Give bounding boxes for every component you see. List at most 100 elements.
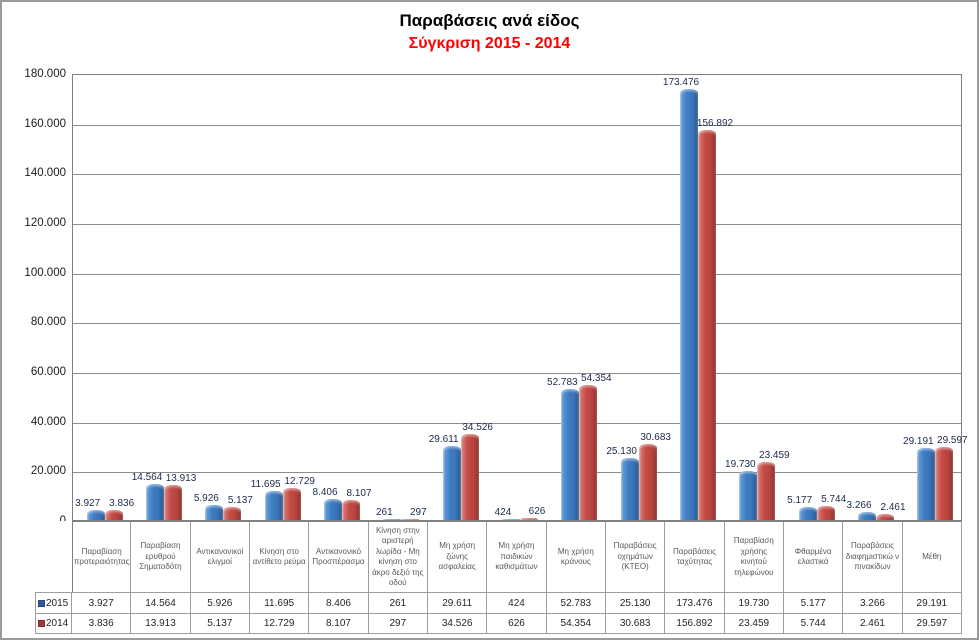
- category-label: Μη χρήση παιδικών καθισμάτων: [487, 521, 547, 592]
- bar-value-label: 8.406: [312, 487, 338, 498]
- category-label: Παραβάσεις οχημάτων (ΚΤΕΟ): [605, 521, 666, 592]
- table-value-cell: 23.459: [724, 613, 784, 634]
- category-label: Παραβίαση χρήσης κινητού τηλεφώνου: [724, 521, 784, 592]
- data-table-legend: Παραβίαση προτεραιότητας Παραβίαση ερυθρο…: [35, 521, 962, 634]
- gridline: [73, 174, 961, 176]
- bar-value-label: 19.730: [725, 459, 756, 470]
- bar-2014[interactable]: [164, 485, 182, 520]
- bar-2014[interactable]: [460, 434, 479, 520]
- table-value-cell: 29.611: [427, 592, 488, 613]
- bar-2015[interactable]: [858, 512, 876, 520]
- table-value-cell: 13.913: [131, 613, 191, 634]
- bar-2015[interactable]: [917, 448, 936, 520]
- bar-2015[interactable]: [620, 458, 639, 520]
- table-value-cell: 5.137: [190, 613, 250, 634]
- bar-2015[interactable]: [680, 89, 698, 520]
- bar-value-label: 34.526: [462, 422, 493, 433]
- bar-value-label: 5.137: [227, 495, 253, 506]
- legend-key-2014[interactable]: 2014: [35, 613, 72, 634]
- table-value-cell: 156.892: [665, 613, 725, 634]
- category-label: Παραβάσεις ταχύτητας: [665, 521, 725, 592]
- category-label: Παραβίαση ερυθρού Σηματοδότη: [131, 521, 191, 592]
- bar-2015[interactable]: [383, 519, 402, 520]
- chart-title: Παραβάσεις ανά είδος: [399, 11, 580, 30]
- bar-value-label: 29.611: [428, 434, 459, 445]
- bar-value-label: 13.913: [165, 473, 197, 484]
- category-label: Μέθη: [902, 521, 962, 592]
- bar-2015[interactable]: [442, 446, 461, 520]
- table-value-cell: 261: [368, 592, 428, 613]
- bar-2014[interactable]: [282, 488, 301, 520]
- bar-2014[interactable]: [935, 447, 954, 520]
- bar-2015[interactable]: [561, 389, 580, 520]
- bar-2015[interactable]: [502, 519, 520, 520]
- bar-value-label: 11.695: [250, 479, 281, 490]
- bar-2014[interactable]: [876, 514, 894, 520]
- table-value-cell: 2.461: [843, 613, 903, 634]
- bar-value-label: 29.597: [937, 435, 968, 446]
- bar-value-label: 5.926: [193, 493, 219, 504]
- y-axis-label: 160.000: [24, 117, 66, 130]
- bar-value-label: 3.927: [75, 498, 101, 509]
- bar-value-label: 5.177: [787, 495, 813, 506]
- y-axis-label: 80.000: [30, 316, 66, 329]
- legend-label: 2014: [46, 618, 69, 629]
- table-value-cell: 5.744: [783, 613, 844, 634]
- y-axis-label: 60.000: [30, 366, 66, 378]
- bar-value-label: 54.354: [581, 373, 612, 384]
- table-value-cell: 52.783: [546, 592, 606, 613]
- chart-subtitle: Σύγκριση 2015 - 2014: [408, 35, 571, 52]
- plot-area: 3.927 3.836 14.564 13.913 5.926 5.137 11.695 12…: [72, 74, 968, 521]
- table-value-cell: 11.695: [249, 592, 310, 613]
- category-label: Μη χρήση κράνους: [546, 521, 606, 592]
- y-axis-label: 180.000: [24, 68, 66, 80]
- bar-2015[interactable]: [264, 491, 283, 520]
- bar-2014[interactable]: [816, 506, 835, 520]
- legend-swatch-2014-icon: [38, 620, 45, 627]
- bar-2015[interactable]: [146, 484, 164, 520]
- y-axis-label: 140.000: [24, 167, 66, 180]
- y-axis-label: 40.000: [30, 415, 66, 428]
- bar-2015[interactable]: [798, 507, 817, 520]
- bar-2014[interactable]: [698, 130, 716, 520]
- bar-value-label: 25.130: [606, 446, 637, 457]
- bar-2014[interactable]: [342, 500, 360, 520]
- legend-key-2015[interactable]: 2015: [35, 592, 72, 613]
- bar-value-label: 5.744: [821, 494, 847, 505]
- table-value-cell: 25.130: [605, 592, 666, 613]
- bar-2014[interactable]: [401, 519, 420, 520]
- table-value-cell: 19.730: [724, 592, 784, 613]
- gridline: [73, 472, 961, 474]
- gridline: [73, 224, 961, 225]
- category-label: Μη χρήση ζώνης ασφαλείας: [427, 521, 488, 592]
- bar-2015[interactable]: [86, 510, 105, 520]
- y-axis-label: 20.000: [30, 465, 66, 478]
- y-axis-label: 100.000: [24, 266, 66, 279]
- y-axis-label: 120.000: [24, 217, 66, 229]
- table-value-cell: 8.107: [309, 613, 369, 634]
- bar-2015[interactable]: [205, 505, 224, 520]
- legend-label: 2015: [46, 597, 69, 609]
- bar-2014[interactable]: [638, 444, 657, 520]
- bar-value-label: 14.564: [131, 472, 163, 483]
- bar-value-label: 261: [375, 507, 393, 518]
- table-value-cell: 424: [487, 592, 547, 613]
- bar-2014[interactable]: [520, 518, 538, 520]
- gridline: [73, 124, 961, 126]
- bar-2014[interactable]: [223, 507, 242, 520]
- bar-value-label: 297: [409, 507, 427, 518]
- table-value-cell: 5.926: [190, 592, 250, 613]
- gridline: [73, 422, 961, 424]
- bar-2015[interactable]: [739, 471, 758, 520]
- table-value-cell: 30.683: [605, 613, 666, 634]
- bar-value-label: 156.892: [696, 118, 734, 129]
- table-value-cell: 14.564: [131, 592, 191, 613]
- bar-2014[interactable]: [579, 385, 598, 520]
- bar-2015[interactable]: [324, 499, 342, 520]
- table-value-cell: 29.191: [902, 592, 962, 613]
- bar-2014[interactable]: [757, 462, 776, 520]
- table-value-cell: 29.597: [902, 613, 962, 634]
- table-value-cell: 3.836: [72, 613, 132, 634]
- bar-2014[interactable]: [104, 510, 123, 520]
- bar-value-label: 3.836: [109, 498, 135, 509]
